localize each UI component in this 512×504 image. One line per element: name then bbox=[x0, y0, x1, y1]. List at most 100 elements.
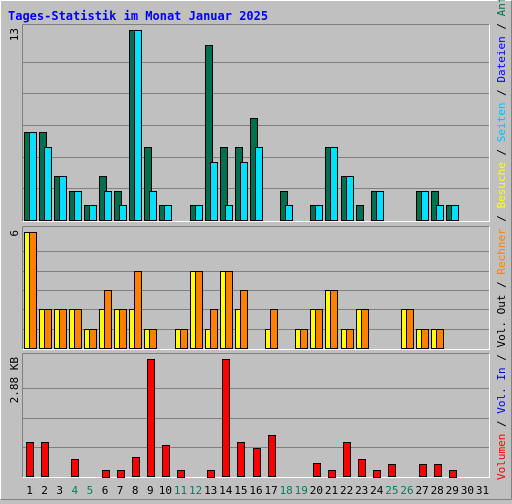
x-tick-label: 30 bbox=[461, 484, 474, 497]
bar-volumen bbox=[268, 435, 276, 477]
x-tick-label: 5 bbox=[87, 484, 94, 497]
y-max-label: 2.88 KB bbox=[8, 357, 21, 404]
bar-rechner bbox=[210, 309, 218, 349]
x-tick-label: 24 bbox=[370, 484, 384, 497]
x-tick-label: 28 bbox=[431, 484, 444, 497]
bar-dateien bbox=[240, 162, 248, 221]
panel-bottom: 2.88 KB bbox=[8, 353, 490, 478]
bar-volumen bbox=[117, 470, 125, 478]
x-tick-label: 2 bbox=[41, 484, 48, 497]
bar-dateien bbox=[104, 191, 112, 221]
bar-volumen bbox=[177, 470, 185, 478]
bar-rechner bbox=[104, 290, 112, 349]
legend-item-seiten: Seiten bbox=[495, 102, 508, 142]
legend-item-besuche: Besuche bbox=[495, 162, 508, 208]
chart-panels: 13 6 2.88 KB bbox=[8, 24, 490, 478]
bar-rechner bbox=[180, 329, 188, 349]
bar-volumen bbox=[132, 457, 140, 477]
bar-rechner bbox=[89, 329, 97, 349]
x-tick-label: 18 bbox=[280, 484, 293, 497]
bar-dateien bbox=[59, 176, 67, 221]
bar-anfragen bbox=[220, 147, 228, 221]
bar-rechner bbox=[361, 309, 369, 349]
bar-volumen bbox=[434, 464, 442, 477]
bar-dateien bbox=[44, 147, 52, 221]
x-tick-label: 21 bbox=[325, 484, 338, 497]
bar-dateien bbox=[195, 205, 203, 221]
bar-volumen bbox=[313, 463, 321, 477]
x-axis-tick-labels: 1 2 3 4 5 6 7 8 9 10 11 12 13 14 15 16 17 18 19 20 21 22 23 24 2… bbox=[26, 484, 489, 497]
bar-dateien bbox=[119, 205, 127, 221]
legend-separator: / bbox=[495, 348, 508, 368]
bar-volumen bbox=[343, 442, 351, 477]
legend-separator: / bbox=[495, 142, 508, 162]
bar-dateien bbox=[436, 205, 444, 221]
y-max-label: 13 bbox=[8, 28, 21, 41]
x-tick-label: 17 bbox=[264, 484, 277, 497]
bar-volumen bbox=[328, 470, 336, 478]
legend-item-rechner: Rechner bbox=[495, 228, 508, 275]
x-tick-label: 3 bbox=[56, 484, 63, 497]
bar-volumen bbox=[102, 470, 110, 478]
bar-rechner bbox=[149, 329, 157, 349]
legend-item-dateien: Dateien bbox=[495, 36, 508, 82]
bar-volumen bbox=[388, 464, 396, 477]
x-tick-label: 13 bbox=[204, 484, 217, 497]
bar-dateien bbox=[330, 147, 338, 221]
bar-rechner bbox=[240, 290, 248, 349]
bar-rechner bbox=[44, 309, 52, 349]
panel-top: 13 bbox=[8, 24, 490, 222]
bar-rechner bbox=[134, 271, 142, 349]
bar-dateien bbox=[164, 205, 172, 221]
bar-volumen bbox=[162, 445, 170, 477]
bar-dateien bbox=[451, 205, 459, 221]
bar-dateien bbox=[315, 205, 323, 221]
panel-middle: 6 bbox=[8, 226, 490, 350]
x-tick-label: 12 bbox=[189, 484, 202, 497]
bar-dateien bbox=[285, 205, 293, 221]
bar-volumen bbox=[449, 470, 457, 478]
bar-rechner bbox=[346, 329, 354, 349]
bar-dateien bbox=[210, 162, 218, 221]
legend-item-vol-in: Vol. In bbox=[495, 367, 508, 413]
x-tick-label: 27 bbox=[415, 484, 428, 497]
legend: Volumen / Vol. In / Vol. Out / Rechner /… bbox=[495, 0, 508, 480]
x-tick-label: 4 bbox=[71, 484, 78, 497]
bar-rechner bbox=[74, 309, 82, 349]
bar-rechner bbox=[59, 309, 67, 349]
legend-separator: / bbox=[495, 275, 508, 295]
bar-volumen bbox=[26, 442, 34, 477]
bar-rechner bbox=[29, 232, 37, 349]
bar-rechner bbox=[315, 309, 323, 349]
bar-rechner bbox=[421, 329, 429, 349]
bar-dateien bbox=[74, 191, 82, 221]
bar-dateien bbox=[29, 132, 37, 221]
bar-dateien bbox=[89, 205, 97, 221]
legend-separator: / bbox=[495, 16, 508, 36]
x-tick-label: 6 bbox=[102, 484, 109, 497]
x-tick-label: 15 bbox=[234, 484, 247, 497]
legend-separator: / bbox=[495, 83, 508, 103]
bar-volumen bbox=[147, 359, 155, 477]
bar-volumen bbox=[419, 464, 427, 477]
bar-dateien bbox=[255, 147, 263, 221]
legend-item-volumen: Volumen bbox=[495, 434, 508, 480]
legend-item-vol-out: Vol. Out bbox=[495, 295, 508, 348]
bar-volumen bbox=[41, 442, 49, 477]
x-tick-label: 1 bbox=[26, 484, 33, 497]
bar-rechner bbox=[406, 309, 414, 349]
bar-dateien bbox=[134, 30, 142, 221]
bar-volumen bbox=[71, 459, 79, 477]
bar-rechner bbox=[436, 329, 444, 349]
bar-rechner bbox=[300, 329, 308, 349]
x-tick-label: 25 bbox=[385, 484, 398, 497]
x-tick-label: 19 bbox=[295, 484, 308, 497]
bar-anfragen bbox=[205, 45, 213, 221]
x-tick-label: 9 bbox=[147, 484, 154, 497]
y-max-label: 6 bbox=[8, 230, 21, 237]
x-tick-label: 8 bbox=[132, 484, 139, 497]
bar-volumen bbox=[222, 359, 230, 477]
bar-volumen bbox=[237, 442, 245, 477]
